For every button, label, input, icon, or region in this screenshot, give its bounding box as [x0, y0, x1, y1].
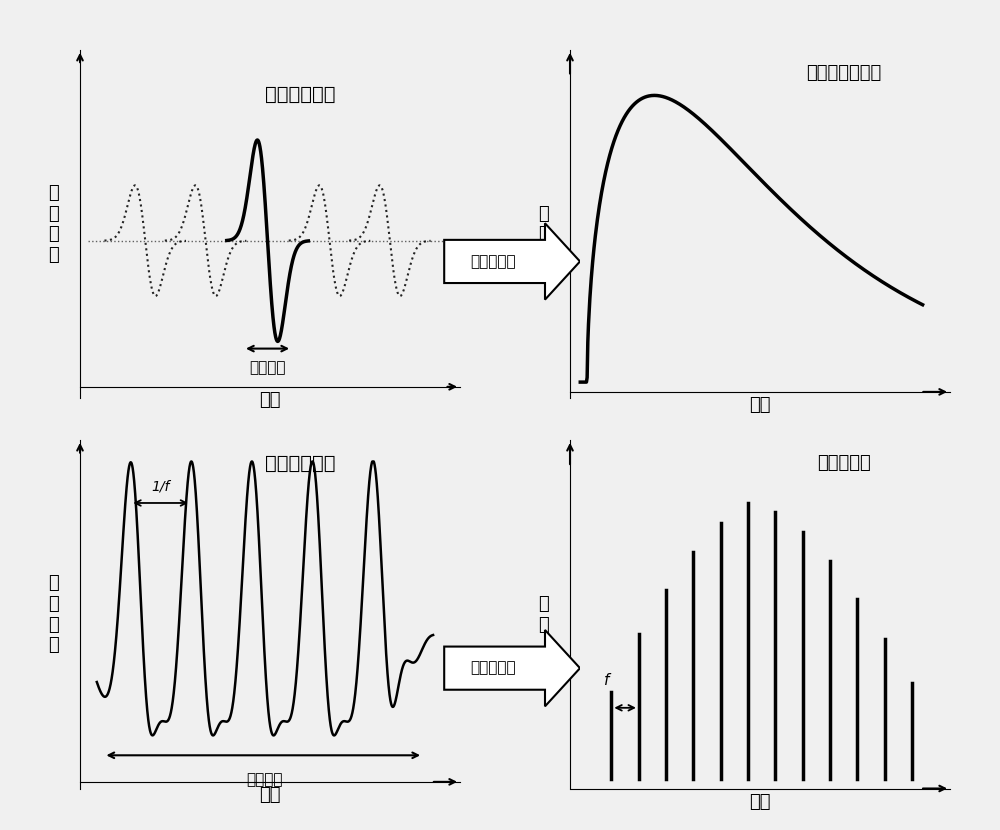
Text: 傅里叶变换: 傅里叶变换 — [470, 254, 516, 269]
Y-axis label: 电
场
强
度: 电 场 强 度 — [48, 574, 59, 654]
Y-axis label: 振
幅: 振 幅 — [538, 595, 549, 633]
Text: f: f — [604, 673, 609, 688]
Text: 太赫兹光梳: 太赫兹光梳 — [817, 454, 870, 471]
X-axis label: 时间: 时间 — [259, 391, 281, 409]
Text: 傅里叶变换: 傅里叶变换 — [470, 661, 516, 676]
Text: 时间窗口: 时间窗口 — [249, 360, 286, 375]
Text: 时间窗口: 时间窗口 — [247, 772, 283, 787]
Text: 太赫兹连续光谱: 太赫兹连续光谱 — [806, 64, 881, 81]
Y-axis label: 振
幅: 振 幅 — [538, 205, 549, 243]
X-axis label: 频率: 频率 — [749, 793, 771, 811]
Polygon shape — [444, 223, 580, 300]
X-axis label: 时间: 时间 — [259, 786, 281, 804]
Text: 1/f: 1/f — [152, 479, 170, 493]
Text: 太赫兹脉冲链: 太赫兹脉冲链 — [265, 454, 336, 473]
Polygon shape — [444, 630, 580, 706]
X-axis label: 频率: 频率 — [749, 396, 771, 414]
Text: 单太赫兹脉冲: 单太赫兹脉冲 — [265, 85, 336, 104]
Y-axis label: 电
场
强
度: 电 场 强 度 — [48, 184, 59, 264]
